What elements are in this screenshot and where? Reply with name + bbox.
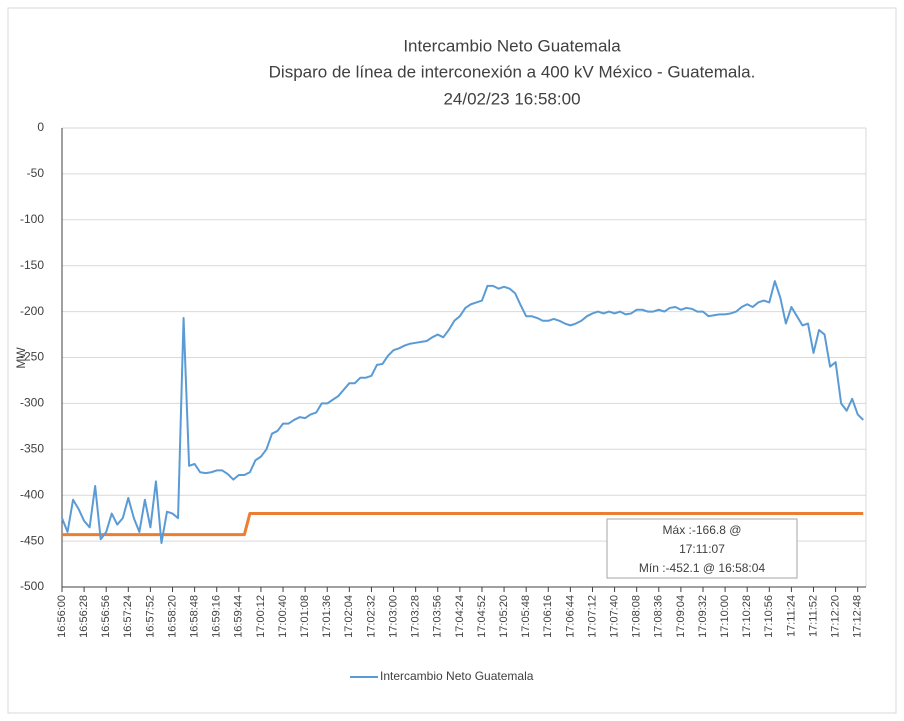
x-tick-label: 17:12:20 — [830, 595, 842, 638]
x-tick-label: 17:05:20 — [498, 595, 510, 638]
x-tick-label: 17:09:32 — [697, 595, 709, 638]
y-tick-label: 0 — [37, 120, 44, 134]
x-tick-label: 17:10:28 — [741, 595, 753, 638]
x-tick-label: 17:01:08 — [299, 595, 311, 638]
x-tick-label: 17:11:24 — [785, 595, 797, 637]
x-tick-label: 16:59:16 — [211, 595, 223, 638]
x-tick-label: 17:02:04 — [343, 595, 355, 638]
y-tick-label: -350 — [20, 441, 44, 455]
x-tick-label: 16:56:28 — [78, 595, 90, 638]
legend-label: Intercambio Neto Guatemala — [380, 669, 534, 683]
x-tick-label: 17:07:40 — [608, 595, 620, 638]
y-tick-label: -50 — [27, 166, 45, 180]
series-line — [61, 280, 864, 545]
x-tick-label: 17:06:44 — [564, 595, 576, 638]
x-tick-label: 17:04:24 — [454, 595, 466, 638]
x-tick-label: 16:59:44 — [233, 595, 245, 638]
x-tick-label: 17:12:48 — [852, 595, 864, 638]
x-tick-label: 16:58:20 — [166, 595, 178, 638]
x-tick-label: 16:57:24 — [122, 595, 134, 638]
x-tick-label: 17:03:56 — [432, 595, 444, 638]
y-tick-label: -150 — [20, 258, 44, 272]
x-tick-label: 17:07:12 — [586, 595, 598, 638]
y-tick-label: -400 — [20, 487, 44, 501]
annotation: Máx :-166.8 @ — [663, 523, 742, 537]
x-tick-label: 17:06:16 — [542, 595, 554, 638]
annotation-box — [606, 518, 798, 579]
series-line — [62, 512, 864, 537]
x-tick-label: 17:00:12 — [255, 595, 267, 638]
x-tick-label: 17:08:36 — [653, 595, 665, 638]
annotation: 17:11:07 — [679, 542, 725, 556]
x-tick-label: 17:03:00 — [387, 595, 399, 638]
x-tick-label: 16:56:56 — [100, 595, 112, 638]
y-tick-label: -100 — [20, 212, 44, 226]
x-tick-label: 16:57:52 — [144, 595, 156, 638]
x-tick-label: 17:04:52 — [476, 595, 488, 638]
y-tick-label: -200 — [20, 304, 44, 318]
chart-title: Intercambio Neto Guatemala — [403, 36, 621, 55]
y-tick-label: -250 — [20, 350, 44, 364]
x-tick-label: 17:10:56 — [763, 595, 775, 638]
x-tick-label: 17:01:36 — [321, 595, 333, 638]
x-tick-label: 17:03:28 — [410, 595, 422, 638]
y-tick-label: -500 — [20, 579, 44, 593]
x-tick-label: 16:56:00 — [56, 595, 68, 638]
chart-subtitle: 24/02/23 16:58:00 — [443, 89, 580, 108]
x-tick-label: 17:05:48 — [520, 595, 532, 638]
x-tick-label: 17:09:04 — [675, 595, 687, 638]
y-tick-label: -450 — [20, 533, 44, 547]
x-tick-label: 17:02:32 — [365, 595, 377, 638]
y-axis-label: MW — [14, 347, 28, 369]
x-tick-label: 16:58:48 — [189, 595, 201, 638]
x-tick-label: 17:10:00 — [719, 595, 731, 638]
x-tick-label: 17:08:08 — [631, 595, 643, 638]
x-tick-label: 17:11:52 — [807, 595, 819, 637]
annotation: Mín :-452.1 @ 16:58:04 — [639, 561, 766, 575]
chart-subtitle: Disparo de línea de interconexión a 400 … — [269, 62, 756, 81]
x-tick-label: 17:00:40 — [277, 595, 289, 638]
y-tick-label: -300 — [20, 396, 44, 410]
